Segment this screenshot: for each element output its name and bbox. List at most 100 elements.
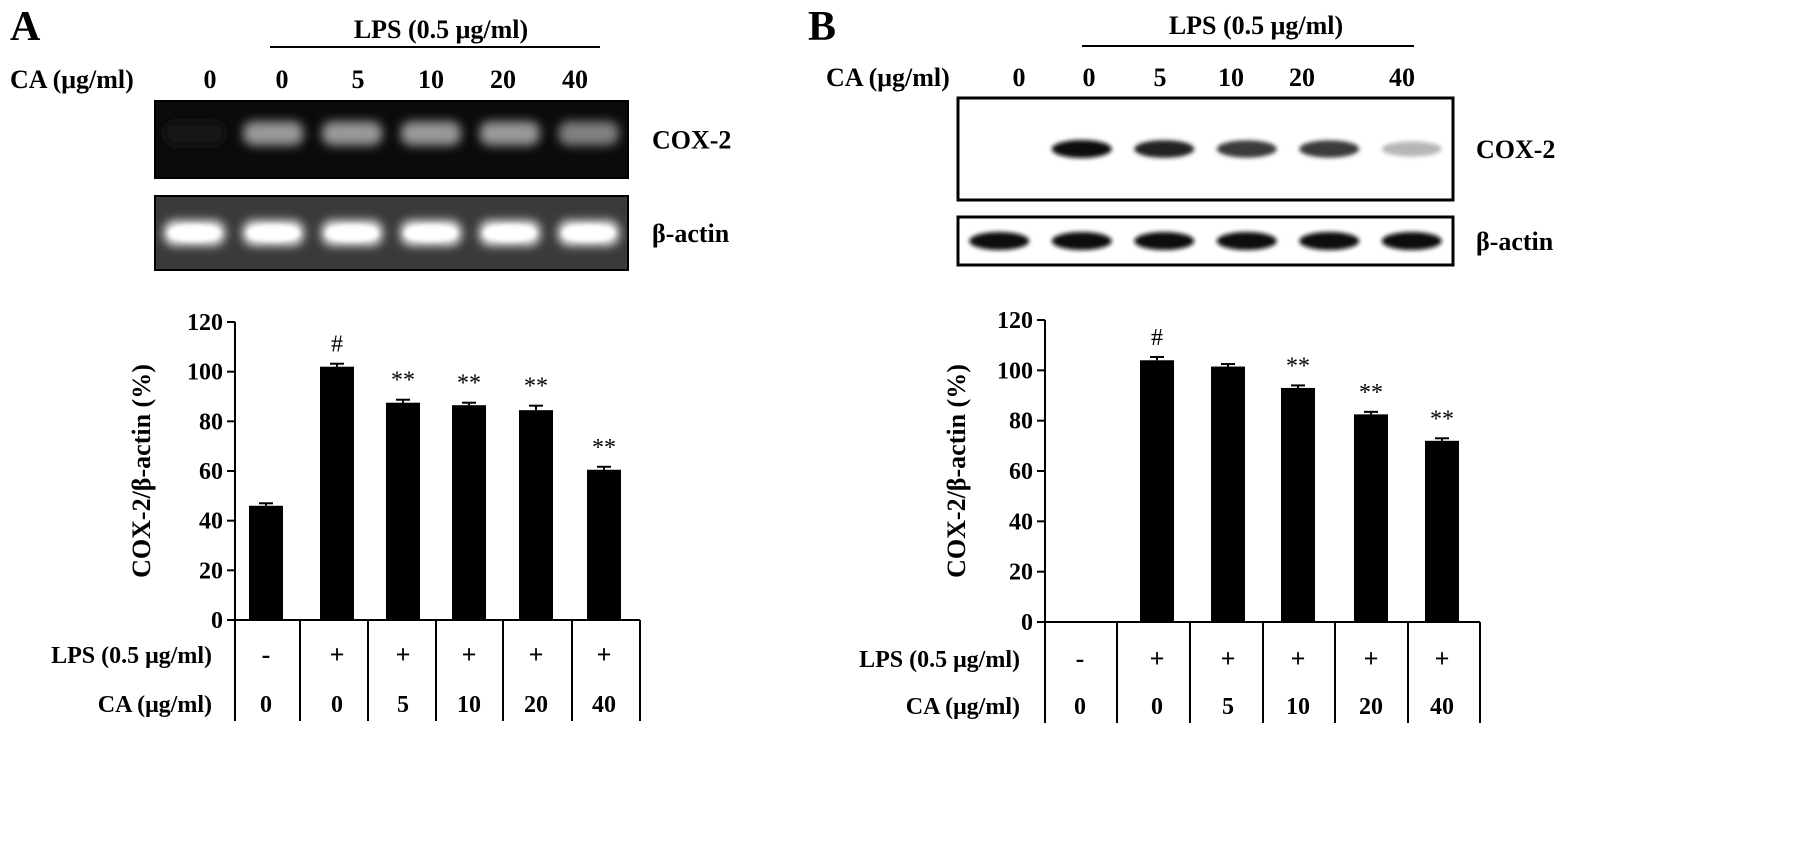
table-row-label-ca: CA (μg/ml): [906, 694, 1020, 720]
blot-band-core: [247, 225, 300, 241]
y-tick-label: 20: [199, 558, 223, 584]
y-axis-label: COX-2/β-actin (%): [942, 364, 971, 578]
table-ca-value: 0: [331, 692, 343, 718]
ca-header-value: 40: [1389, 63, 1415, 92]
significance-marker: #: [1151, 325, 1163, 351]
ca-header-value: 10: [418, 65, 444, 94]
table-lps-value: -: [1076, 644, 1085, 673]
panel-b-lps-header: LPS (0.5 μg/ml): [1169, 11, 1343, 40]
table-lps-value: +: [1291, 644, 1306, 673]
table-ca-value: 40: [592, 692, 616, 718]
blot-frame: [154, 100, 629, 179]
ca-header-value: 0: [1083, 63, 1096, 92]
blot-band: [1216, 140, 1277, 158]
bar: [1281, 387, 1315, 622]
bar: [1425, 440, 1459, 622]
blot-band-core: [404, 225, 457, 241]
table-ca-value: 20: [524, 692, 548, 718]
ca-header-value: 20: [490, 65, 516, 94]
bar: [1354, 414, 1388, 622]
blot-frame: [956, 215, 1455, 267]
bar: [1211, 366, 1245, 622]
bar: [249, 505, 283, 620]
blot-label: COX-2: [652, 126, 731, 155]
table-ca-value: 20: [1359, 694, 1383, 720]
table-ca-value: 0: [1074, 694, 1086, 720]
table-ca-value: 0: [1151, 694, 1163, 720]
blot-band: [1051, 232, 1112, 250]
bar: [320, 366, 354, 620]
bar: [386, 402, 420, 620]
table-lps-value: +: [1221, 644, 1236, 673]
y-tick-label: 100: [997, 358, 1033, 384]
y-tick-label: 0: [1021, 610, 1033, 636]
y-axis-label: COX-2/β-actin (%): [127, 364, 156, 578]
significance-marker: **: [457, 371, 481, 397]
y-tick-label: 100: [187, 360, 223, 386]
significance-marker: **: [592, 435, 616, 461]
blot-band: [1134, 140, 1195, 158]
blot-label: β-actin: [652, 219, 730, 248]
bar: [587, 469, 621, 620]
blot-frame: [154, 195, 629, 271]
table-lps-value: +: [529, 640, 544, 669]
significance-marker: **: [1430, 406, 1454, 432]
ca-header-value: 0: [276, 65, 289, 94]
ca-header-value: 5: [352, 65, 365, 94]
panel-a-letter: A: [10, 4, 41, 50]
panel-b: B LPS (0.5 μg/ml) CA (μg/ml) 0 0 5 10 20 40 C…: [808, 4, 1555, 723]
y-tick-label: 40: [1009, 509, 1033, 535]
y-tick-label: 60: [199, 459, 223, 485]
blot-label: β-actin: [1476, 227, 1554, 256]
blot-band: [1381, 232, 1442, 250]
table-ca-value: 0: [260, 692, 272, 718]
significance-marker: #: [331, 332, 343, 358]
blot-band-core: [562, 225, 615, 241]
table-row-label-ca: CA (μg/ml): [98, 692, 212, 718]
table-lps-value: +: [330, 640, 345, 669]
blot-band: [1134, 232, 1195, 250]
blot-band: [969, 232, 1030, 250]
blot-band-core: [326, 225, 379, 241]
ca-header-value: 5: [1154, 63, 1167, 92]
y-tick-label: 40: [199, 509, 223, 535]
bar: [1140, 360, 1174, 622]
blot-band: [479, 121, 540, 146]
table-ca-value: 40: [1430, 694, 1454, 720]
blot-band: [243, 121, 304, 146]
y-tick-label: 60: [1009, 459, 1033, 485]
y-tick-label: 120: [187, 310, 223, 336]
table-lps-value: -: [262, 640, 271, 669]
blot-band: [1381, 141, 1442, 157]
table-lps-value: +: [597, 640, 612, 669]
ca-header-value: 0: [1013, 63, 1026, 92]
panel-a: A LPS (0.5 μg/ml) CA (μg/ml) 0 0 5 10 20 40 C…: [10, 4, 731, 721]
significance-marker: **: [1359, 380, 1383, 406]
ca-header-value: 0: [204, 65, 217, 94]
table-lps-value: +: [462, 640, 477, 669]
y-tick-label: 80: [199, 409, 223, 435]
table-ca-value: 10: [457, 692, 481, 718]
blot-band-core: [168, 225, 221, 241]
ca-header-value: 10: [1218, 63, 1244, 92]
panel-b-ca-header-label: CA (μg/ml): [826, 63, 950, 92]
panel-a-lps-header: LPS (0.5 μg/ml): [354, 15, 528, 44]
table-row-label-lps: LPS (0.5 μg/ml): [859, 647, 1020, 673]
table-ca-value: 10: [1286, 694, 1310, 720]
panel-a-ca-header-label: CA (μg/ml): [10, 65, 134, 94]
table-lps-value: +: [1364, 644, 1379, 673]
table-row-label-lps: LPS (0.5 μg/ml): [51, 643, 212, 669]
table-ca-value: 5: [1222, 694, 1234, 720]
ca-header-value: 20: [1289, 63, 1315, 92]
table-lps-value: +: [396, 640, 411, 669]
y-tick-label: 0: [211, 608, 223, 634]
blot-band: [164, 121, 225, 146]
blot-label: COX-2: [1476, 135, 1555, 164]
blot-band: [1299, 232, 1360, 250]
bar: [452, 405, 486, 620]
blot-band: [1051, 140, 1112, 158]
y-tick-label: 20: [1009, 560, 1033, 586]
blot-band: [400, 121, 461, 146]
ca-header-value: 40: [562, 65, 588, 94]
